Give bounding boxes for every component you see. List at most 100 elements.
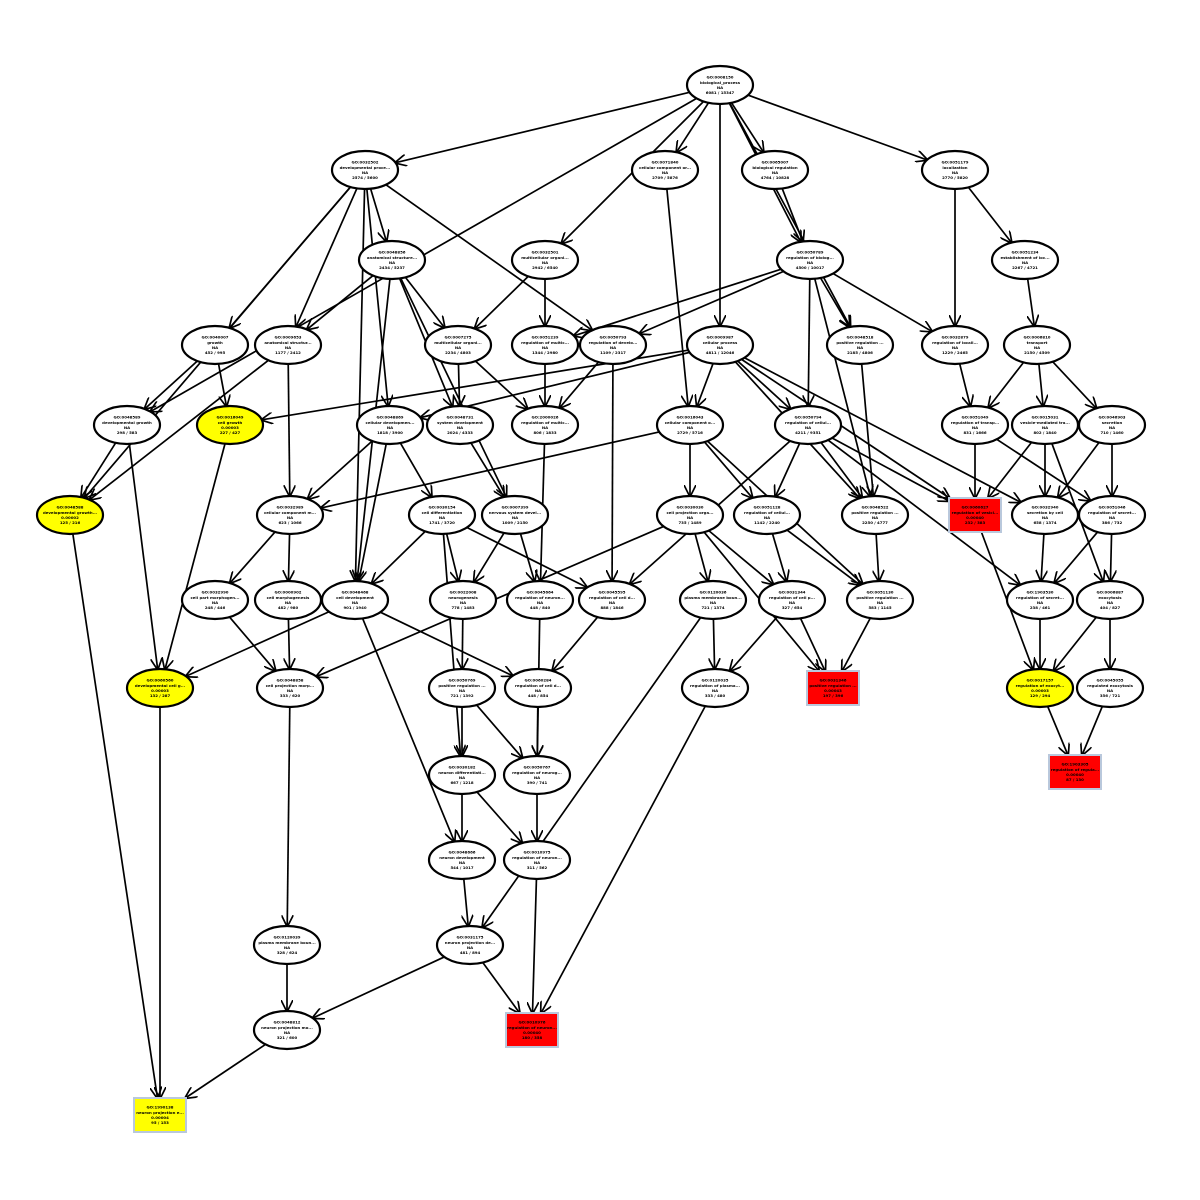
node-label-line: 1177 / 2412 [275,350,301,355]
edge-n30-n57 [442,533,460,756]
node-label-line: 448 / 840 [530,605,551,610]
node-label-line: 544 / 1017 [450,865,473,870]
node-label-line: system development [437,420,483,425]
node-shape [940,404,1010,446]
node-label-line: 2234 / 4803 [445,350,471,355]
node-label-line: 386 / 732 [1102,520,1123,525]
node-label-line: GO:0007275 [444,335,471,340]
node-shape [655,404,725,446]
node-label-line: anatomical structure... [367,255,418,260]
edge-n9-n19 [217,363,227,406]
node-label-line: GO:0015031 [1031,415,1058,420]
node-label-line: developmental proce... [340,165,391,170]
node-label-line: cell projection orga... [666,510,714,515]
edge-n28-n66 [71,533,158,1098]
node-label-line: regulation of develo... [589,340,638,345]
node-label-line: regulation of cellul... [785,420,831,425]
edge-n36-n47 [1041,533,1044,581]
node-label-line: localization [942,165,967,170]
edge-n16-n25 [958,363,971,406]
node-label-line: GO:0030154 [428,505,455,510]
node-shape [255,667,325,709]
node-label-line: 0.00004 [151,1115,169,1120]
node-label-line: 831 / 1666 [963,430,986,435]
node-label-line: NA [1042,515,1048,520]
node-label-line: 321 / 600 [277,1035,298,1040]
node-label-line: NA [772,170,778,175]
node-shape [920,149,990,191]
node-label-line: NA [460,600,466,605]
edge-n7-n13 [639,270,784,333]
edge-n33-n45 [771,533,787,582]
node-label-line: 888 / 1846 [600,605,623,610]
edge-n60-n63 [464,878,468,926]
edge-n14-n35 [741,358,950,498]
edge-n30-n41 [445,533,459,581]
edge-n5-n31 [400,277,506,496]
node-label-line: regulation of regula... [1051,767,1100,772]
edge-n11-n22 [474,360,528,409]
edge-n61-n65 [533,878,537,1013]
node-shape [655,494,725,536]
node-label-line: NA [285,345,291,350]
node-label-line: 2729 / 5716 [677,430,703,435]
node-label-line: regulation of vesicl... [952,510,999,515]
edge-n14-n23 [697,363,714,407]
node-shape [773,404,843,446]
node-label-line: 2267 / 4721 [1012,265,1038,270]
edge-n30-n40 [372,530,426,583]
node-label-line: 129 / 294 [1030,693,1051,698]
node-label-line: GO:0022008 [449,590,476,595]
edge-n17-n26 [1039,363,1043,406]
node-label-line: cell morphogenesis [267,595,310,600]
node-shape [427,754,497,796]
node-label-line: positive regulation ... [851,510,899,515]
node-shape [133,1097,187,1133]
node-label-line: 4811 / 12046 [706,350,735,355]
node-label-line: GO:0048589 [113,415,140,420]
node-label-line: 356 / 721 [1100,693,1121,698]
edge-n31-n42 [519,533,535,582]
node-label-line: NA [467,945,473,950]
node-label-line: NA [512,515,518,520]
node-label-line: NA [1037,600,1043,605]
edge-n15-n34 [860,363,874,496]
node-shape [355,404,425,446]
node-label-line: 806 / 1833 [533,430,556,435]
node-label-line: 778 / 1483 [451,605,474,610]
node-label-line: GO:0051128 [753,505,780,510]
node-label-line: GO:0048588 [56,505,83,510]
node-label-line: 1109 / 2317 [600,350,626,355]
node-shape [428,579,498,621]
node-label-line: vesicle-mediated tra... [1020,420,1070,425]
node-label-line: regulation of neuron... [507,1025,557,1030]
edge-n4-n8 [967,186,1011,242]
edge-n7-n16 [832,272,932,332]
edge-n0-n4 [747,94,927,160]
node-label-line: GO:0048518 [846,335,873,340]
node-label-line: 2185 / 4806 [847,350,873,355]
node-label-line: GO:0030182 [448,765,475,770]
node-shape [680,667,750,709]
node-label-line: developmental growth [102,420,152,425]
edge-n5-n11 [404,276,444,327]
node-label-line: 721 / 1392 [450,693,473,698]
node-label-line: GO:0017157 [1026,678,1053,683]
node-label-line: GO:0050794 [794,415,821,420]
node-shape [1077,494,1147,536]
node-label-line: multicellular organi... [434,340,482,345]
node-label-line: 0.00002 [61,515,79,520]
